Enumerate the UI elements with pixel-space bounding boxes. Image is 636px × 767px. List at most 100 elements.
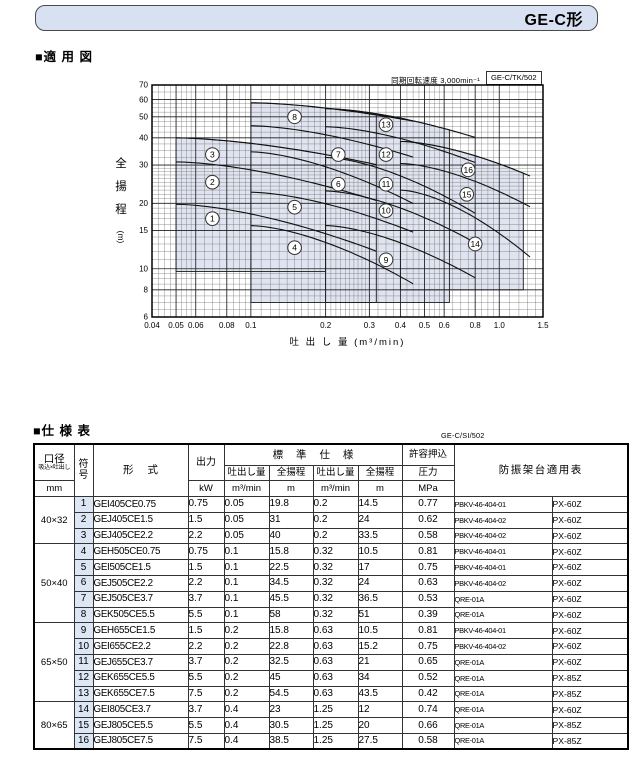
cell-discharge-2: 0.32 [312,559,359,577]
cell-head-2: 36.5 [357,590,403,608]
cell-code-no: 8 [73,606,94,624]
cell-inlet-pressure: 0.63 [401,575,455,592]
cell-output-kw: 1.5 [187,622,225,640]
cell-px-model: PX-60Z [551,606,629,624]
header-output-unit: kW [187,480,225,498]
table-row: 11 GEJ655CE3.7 3.7 0.2 32.5 0.63 21 0.65 QRE-01A… [34,654,629,671]
cell-head-1: 58 [268,606,314,624]
pump-curve-12 [325,126,476,164]
cell-inlet-pressure: 0.42 [401,685,455,703]
region-label-number: 14 [470,239,480,249]
cell-model: GEK655CE7.5 [92,685,189,703]
cell-discharge-1: 0.1 [223,575,270,592]
cell-discharge-1: 0.4 [223,733,270,750]
pump-curve-13 [325,108,476,138]
cell-bore-size: 50×40 [33,543,75,624]
cell-mount-model: QRE-01A [453,669,553,687]
cell-mount-model: PBKV-46-404-01 [453,559,553,577]
cell-model: GEK505CE5.5 [92,606,189,624]
header-h1-unit: m [268,480,314,498]
header-bore-unit: mm [33,480,75,498]
cell-head-2: 24 [357,511,403,529]
cell-model: GEH655CE1.5 [92,622,189,640]
x-tick-label: 0.06 [188,321,204,330]
cell-output-kw: 0.75 [187,496,225,513]
cell-discharge-2: 0.32 [312,606,359,624]
y-tick-label: 15 [139,226,148,235]
cell-head-1: 15.8 [268,622,314,640]
cell-discharge-2: 0.2 [312,511,359,529]
cell-output-kw: 0.75 [187,543,225,561]
region-label-number: 2 [210,177,215,187]
cell-model: GEI505CE1.5 [92,559,189,577]
cell-discharge-2: 1.25 [312,717,359,735]
cell-model: GEJ505CE2.2 [92,575,189,592]
table-row: 10 GEI655CE2.2 2.2 0.2 22.8 0.63 15.2 0.75 PBKV-… [34,638,629,656]
cell-model: GEH505CE0.75 [92,543,189,561]
x-tick-label: 0.05 [168,321,184,330]
x-tick-label: 0.6 [439,321,451,330]
x-axis-title: 吐 出 し 量 (m³/min) [290,336,406,348]
cell-inlet-pressure: 0.58 [401,527,455,545]
cell-discharge-1: 0.05 [223,496,270,513]
pump-curve-1 [176,203,377,252]
cell-discharge-2: 0.63 [312,622,359,640]
cell-mount-model: QRE-01A [453,606,553,624]
cell-head-1: 23 [268,701,314,719]
cell-output-kw: 7.5 [187,685,225,703]
cell-model: GEI405CE0.75 [92,496,189,513]
cell-output-kw: 5.5 [187,669,225,687]
cell-model: GEJ405CE1.5 [92,511,189,529]
cell-discharge-2: 1.25 [312,733,359,750]
cell-head-2: 43.5 [357,685,403,703]
cell-head-1: 32.5 [268,654,314,671]
region-label-circle [378,252,394,268]
cell-mount-model: QRE-01A [453,685,553,703]
y-tick-label: 20 [139,199,148,208]
spec-table: 口径 吸込×吐出し 符 号 形式 出力 標 準 仕 様 許容押込 防振架台適用表… [33,443,630,751]
cell-bore-size: 80×65 [33,701,75,750]
header-inlet-pressure-2: 圧力 [401,464,455,482]
region-label-circle [331,176,346,192]
cell-head-1: 45 [268,669,314,687]
cell-code-no: 2 [73,511,94,529]
y-tick-label: 70 [139,81,148,90]
y-tick-label: 8 [144,286,149,295]
cell-code-no: 1 [73,496,94,513]
cell-code-no: 12 [73,669,94,687]
region-label-number: 8 [292,112,297,122]
cell-discharge-2: 0.32 [312,575,359,592]
cell-head-2: 12 [357,701,403,719]
region-label-number: 10 [381,206,391,216]
cell-model: GEK655CE5.5 [92,669,189,687]
cell-head-2: 17 [357,559,403,577]
cell-inlet-pressure: 0.74 [401,701,455,719]
region-label-number: 15 [462,189,472,199]
header-code: 符 号 [73,443,94,498]
cell-discharge-2: 0.32 [312,590,359,608]
cell-model: GEJ505CE3.7 [92,590,189,608]
pump-curve-15 [400,162,531,208]
cell-mount-model: PBKV-46-404-01 [453,622,553,640]
cell-inlet-pressure: 0.52 [401,669,455,687]
y-tick-label: 60 [139,95,148,104]
cell-discharge-1: 0.1 [223,606,270,624]
region-label-number: 6 [336,179,341,189]
cell-discharge-1: 0.2 [223,654,270,671]
cell-px-model: PX-60Z [551,654,629,671]
tick-labels: 0.04 0.05 0.06 0.08 0.1 0.2 0.3 0.4 0.5 0.6 0.8 1.0… [139,81,549,330]
y-tick-label: 50 [139,112,148,121]
x-tick-label: 0.8 [470,321,482,330]
cell-inlet-pressure: 0.77 [401,496,455,513]
cell-head-1: 34.5 [268,575,314,592]
table-row: 3 GEJ405CE2.2 2.2 0.05 40 0.2 33.5 0.58 PBKV-46-… [34,527,629,545]
cell-inlet-pressure: 0.66 [401,717,455,735]
cell-model: GEI655CE2.2 [92,638,189,656]
cell-discharge-2: 0.32 [312,543,359,561]
cell-mount-model: QRE-01A [453,733,553,750]
cell-discharge-2: 0.2 [312,496,359,513]
cell-inlet-pressure: 0.62 [401,511,455,529]
x-tick-label: 0.3 [364,321,376,330]
cell-code-no: 14 [73,701,94,719]
region-label-circle [460,162,476,178]
